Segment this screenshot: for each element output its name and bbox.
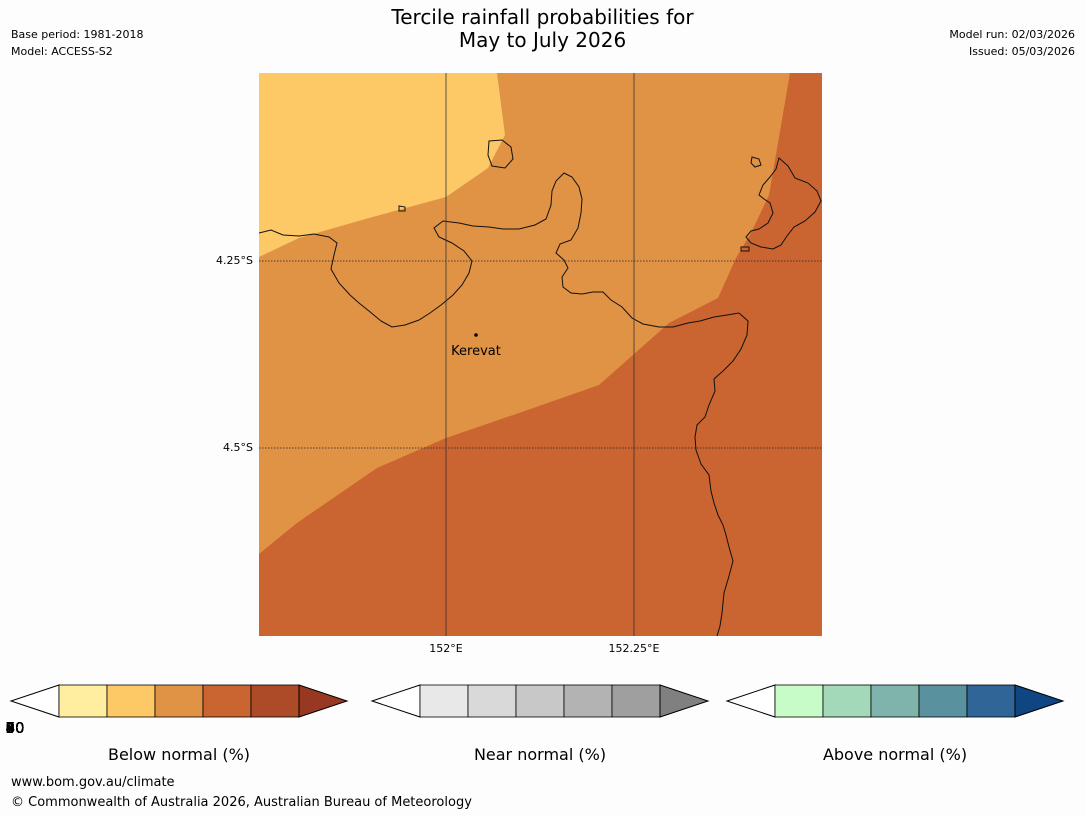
- colorbar-above-tick-label: 50: [5, 719, 25, 737]
- colorbar-below-tick-label: 80: [5, 719, 25, 737]
- colorbar-near-segment: [563, 684, 613, 718]
- colorbar-above-tick-label: 90: [5, 719, 25, 737]
- metadata-right: Model run: 02/03/2026 Issued: 05/03/2026: [949, 26, 1075, 60]
- coastline-west-islet: [398, 205, 406, 212]
- metadata-left: Base period: 1981-2018 Model: ACCESS-S2: [11, 26, 143, 60]
- colorbar-below-tick-label: 70: [5, 719, 25, 737]
- colorbar-near-segment: [515, 684, 565, 718]
- colorbar-above-segment: [822, 684, 872, 718]
- coastline-east-islet: [740, 246, 750, 252]
- latitude-label-4-5s: 4.5°S: [223, 441, 253, 454]
- colorbar-near-under-arrow: [370, 684, 421, 718]
- colorbar-near-tick-label: 60: [5, 719, 25, 737]
- coastline-ne-islet: [750, 156, 762, 168]
- colorbar-near-tick-label: 50: [5, 719, 25, 737]
- colorbar-above-tick-label: 40: [5, 719, 25, 737]
- colorbar-above-segment: [774, 684, 824, 718]
- colorbar-above-normal: [725, 684, 1065, 718]
- issued-date: Issued: 05/03/2026: [968, 45, 1075, 58]
- colorbar-above-tick-label: 70: [5, 719, 25, 737]
- title-line-1: Tercile rainfall probabilities for: [391, 5, 694, 29]
- colorbar-above-over-arrow: [1014, 684, 1065, 718]
- colorbar-below-tick-label: 50: [5, 719, 25, 737]
- colorbar-below-segment: [250, 684, 300, 718]
- colorbar-near-tick-label: 80: [5, 719, 25, 737]
- colorbar-below-segment: [106, 684, 156, 718]
- colorbar-above-segment: [870, 684, 920, 718]
- colorbar-label-above-normal: Above normal (%): [822, 745, 968, 764]
- colorbar-below-normal: [9, 684, 349, 718]
- colorbar-above-segment: [918, 684, 968, 718]
- colorbar-below-over-arrow: [298, 684, 349, 718]
- region-below-50-60: [259, 73, 505, 257]
- coastline-north-islet: [487, 139, 514, 169]
- colorbar-below-tick-label: 60: [5, 719, 25, 737]
- colorbar-near-tick-label: 70: [5, 719, 25, 737]
- rainfall-probability-map: Kerevat: [259, 73, 822, 636]
- colorbar-label-near-normal: Near normal (%): [473, 745, 607, 764]
- town-label: Kerevat: [451, 344, 501, 359]
- map-title: Tercile rainfall probabilities for May t…: [0, 6, 1085, 52]
- colorbar-below-segment: [154, 684, 204, 718]
- longitude-label-152e: 152°E: [429, 642, 463, 655]
- footer-copyright: © Commonwealth of Australia 2026, Austra…: [11, 795, 472, 810]
- colorbar-near-segment: [611, 684, 661, 718]
- colorbar-above-segment: [966, 684, 1016, 718]
- colorbar-near-segment: [419, 684, 469, 718]
- colorbar-below-segment: [202, 684, 252, 718]
- coastline-ne-islands: [745, 157, 822, 250]
- colorbar-below-segment: [58, 684, 108, 718]
- footer-url: www.bom.gov.au/climate: [11, 775, 175, 790]
- colorbar-above-tick-label: 80: [5, 719, 25, 737]
- title-line-2: May to July 2026: [458, 28, 627, 52]
- colorbar-below-under-arrow: [9, 684, 60, 718]
- longitude-label-152-25e: 152.25°E: [608, 642, 660, 655]
- latitude-label-4-25s: 4.25°S: [216, 254, 253, 267]
- graticule: [259, 73, 822, 636]
- colorbar-above-tick-label: 60: [5, 719, 25, 737]
- coastline-gazelle-peninsula: [259, 172, 749, 636]
- colorbar-near-over-arrow: [659, 684, 710, 718]
- colorbar-below-tick-label: 90: [5, 719, 25, 737]
- colorbar-near-tick-label: 90: [5, 719, 25, 737]
- colorbar-near-segment: [467, 684, 517, 718]
- model-name: Model: ACCESS-S2: [11, 45, 113, 58]
- base-period: Base period: 1981-2018: [11, 28, 144, 41]
- colorbar-label-below-normal: Below normal (%): [107, 745, 251, 764]
- colorbar-near-normal: [370, 684, 710, 718]
- colorbar-near-tick-label: 40: [5, 719, 25, 737]
- model-run: Model run: 02/03/2026: [949, 28, 1075, 41]
- colorbar-below-tick-label: 40: [5, 719, 25, 737]
- colorbar-above-under-arrow: [725, 684, 776, 718]
- coastline: [259, 139, 822, 636]
- town-marker: [474, 333, 478, 337]
